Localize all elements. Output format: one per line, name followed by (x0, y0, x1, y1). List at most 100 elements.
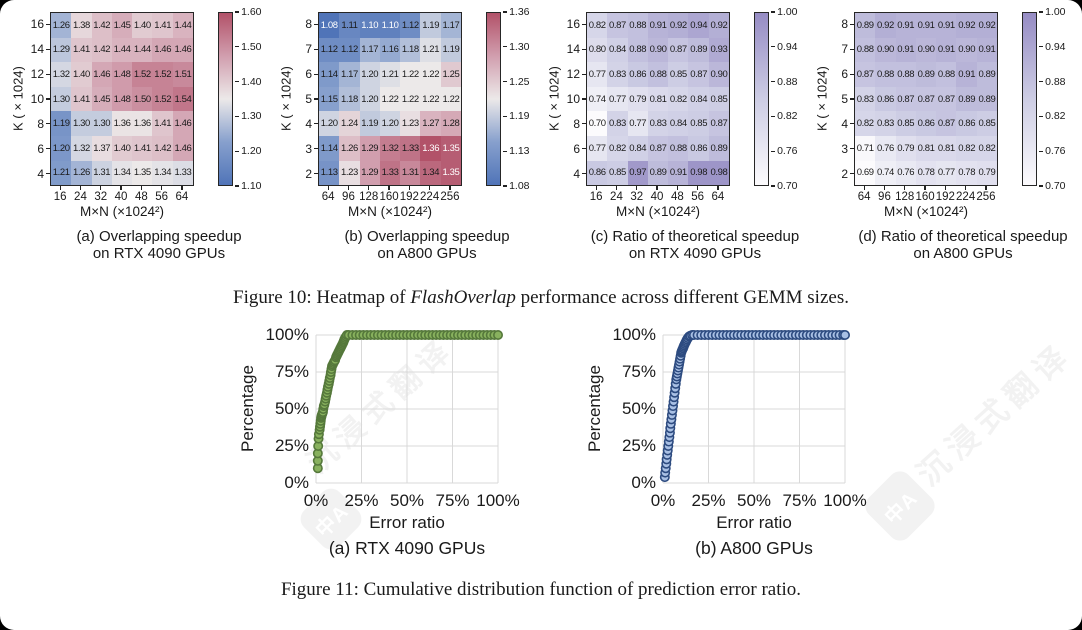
heatmap-cell: 1.35 (440, 135, 462, 161)
heatmap-cell: 1.33 (400, 135, 421, 161)
heatmap-cell: 0.82 (668, 86, 689, 112)
colorbar-tick-label: 1.20 (235, 145, 261, 157)
heatmap-cell: 1.52 (152, 62, 173, 87)
colorbar-ticks: 1.00 0.94 0.88 0.82 0.76 0.70 (1039, 6, 1065, 192)
y-tick-label: 25% (274, 435, 309, 455)
heatmap-cell: 1.45 (111, 13, 133, 38)
heatmap-cell: 0.82 (976, 135, 998, 161)
heatmap-cell: 0.92 (976, 13, 998, 38)
y-axis-label: K (×1024) (10, 66, 26, 132)
y-tick-label: 7 (830, 37, 854, 62)
heatmap-cell: 0.90 (647, 37, 669, 63)
figure-11: Percentage 100% 75% 50% 25% 0% 0% 25% 50% 75% 10… (0, 325, 1082, 601)
heatmap-cell: 0.81 (647, 86, 669, 112)
heatmap-cell: 1.42 (152, 135, 173, 161)
heatmap-cell: 0.86 (875, 86, 896, 112)
heatmap-cell: 0.87 (936, 111, 957, 136)
heatmap-cell: 1.36 (132, 111, 153, 136)
heatmap-cell: 1.46 (152, 37, 173, 63)
y-tick-label: 4 (830, 111, 854, 136)
x-tick-label: 160 (915, 186, 935, 203)
heatmap-cell: 1.20 (359, 62, 380, 87)
heatmap-cell: 1.21 (379, 62, 401, 87)
heatmap-cell: 1.38 (71, 13, 92, 38)
x-tick-label: 16 (50, 186, 70, 203)
heatmap-cell: 1.21 (420, 37, 441, 63)
x-tick-label: 16 (586, 186, 606, 203)
x-tick-label: 64 (708, 186, 728, 203)
y-tick-label: 3 (830, 136, 854, 161)
cdf-row: Percentage 100% 75% 50% 25% 0% 0% 25% 50% 75% 10… (0, 325, 1082, 559)
heatmap-cell: 0.91 (936, 37, 957, 63)
heatmap-cell: 1.25 (440, 62, 462, 87)
heatmap-cell: 0.89 (915, 62, 937, 87)
heatmap-cell: 0.84 (607, 37, 628, 63)
x-tick-label: 25% (344, 490, 379, 510)
heatmap-cell: 0.77 (627, 111, 648, 136)
y-axis-label: K (×1024) (546, 66, 562, 132)
heatmap-cell: 1.23 (339, 160, 360, 186)
colorbar-tick-label: 1.10 (235, 180, 261, 192)
x-tick-label: 24 (606, 186, 626, 203)
x-tick-label: 48 (131, 186, 151, 203)
heatmap-cell: 1.22 (400, 86, 421, 112)
y-axis-label: K (×1024) (278, 66, 294, 132)
y-tick-label: 12 (562, 62, 586, 87)
heatmap-cell: 0.74 (587, 86, 608, 112)
panel-caption-line2: on RTX 4090 GPUs (92, 245, 226, 263)
y-axis-ticks: 100% 75% 50% 25% 0% (259, 325, 316, 492)
x-tick-label: 96 (874, 186, 894, 203)
x-tick-label: 32 (627, 186, 647, 203)
x-axis-label: M×N (×1024²) (80, 204, 165, 220)
heatmap-cell: 1.44 (132, 37, 153, 63)
colorbar-tick-label: 1.13 (503, 145, 529, 157)
heatmap-cell: 0.76 (895, 160, 916, 186)
heatmap-cell: 1.52 (152, 86, 173, 112)
heatmap-cell: 1.40 (132, 13, 153, 38)
colorbar-ticks: 1.36 1.30 1.25 1.19 1.13 1.08 (503, 6, 529, 192)
y-tick-label: 2 (830, 161, 854, 186)
heatmap-cell: 0.83 (607, 111, 628, 136)
cdf-plot (312, 329, 504, 484)
y-tick-label: 5 (830, 87, 854, 112)
heatmap-cell: 1.19 (51, 111, 72, 136)
heatmap-cell: 0.91 (976, 37, 998, 63)
heatmap-cell: 1.41 (71, 37, 92, 63)
heatmap-cell: 0.82 (855, 111, 876, 136)
colorbar-ticks: 1.60 1.50 1.40 1.30 1.20 1.10 (235, 6, 261, 192)
colorbar-tick-label: 1.00 (1039, 6, 1065, 18)
heatmap-cell: 1.20 (51, 135, 72, 161)
panel-caption-line1: (b) Overlapping speedup (344, 228, 510, 246)
heatmap-cell: 1.46 (172, 111, 194, 136)
heatmap-cell: 1.20 (319, 111, 340, 136)
heatmap-cell: 0.79 (976, 160, 998, 186)
y-axis-ticks: 16 14 12 10 8 6 4 (562, 12, 586, 186)
cdf-panel-b: Percentage 100% 75% 50% 25% 0% 0% 25% 50% 75% 10… (584, 325, 867, 559)
x-tick-label: 96 (338, 186, 358, 203)
heatmap-cell: 1.36 (420, 135, 441, 161)
y-tick-label: 7 (294, 37, 318, 62)
y-tick-label: 25% (621, 435, 656, 455)
x-tick-label: 128 (359, 186, 379, 203)
heatmap-cell: 0.92 (668, 13, 689, 38)
panel-caption: (c) Ratio of theoretical speedup on RTX … (546, 228, 804, 263)
heatmap-cell: 1.32 (71, 135, 92, 161)
x-tick-label: 64 (172, 186, 192, 203)
x-tick-label: 160 (379, 186, 399, 203)
x-tick-label: 40 (111, 186, 131, 203)
x-tick-label: 224 (955, 186, 975, 203)
colorbar (1022, 12, 1038, 186)
y-tick-label: 6 (26, 136, 50, 161)
heatmap-cell: 0.91 (647, 13, 669, 38)
panel-caption-line2: on RTX 4090 GPUs (628, 245, 762, 263)
x-axis-label: Error ratio (716, 512, 792, 532)
y-tick-label: 12 (26, 62, 50, 87)
heatmap-cell: 1.12 (319, 37, 340, 63)
heatmap-grid: 1.08 1.11 1.10 1.10 1.12 1.19 1.17 1.12 1.12 1.17… (318, 12, 463, 187)
heatmap-cell: 0.86 (688, 135, 709, 161)
heatmap-cell: 0.87 (668, 37, 689, 63)
heatmap-cell: 0.90 (956, 37, 977, 63)
heatmap-cell: 0.71 (855, 135, 876, 161)
figure-11-caption: Figure 11: Cumulative distribution funct… (280, 578, 802, 600)
